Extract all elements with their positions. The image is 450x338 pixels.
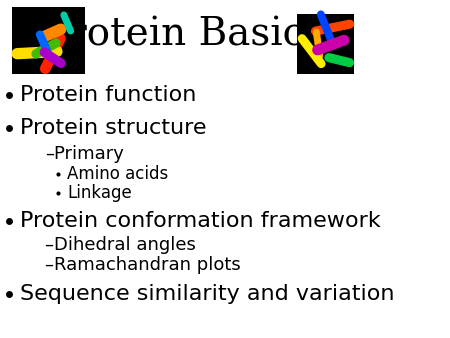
Text: Protein function: Protein function (20, 84, 197, 105)
Text: Protein Basics: Protein Basics (42, 17, 324, 54)
Text: –Dihedral angles: –Dihedral angles (45, 236, 196, 254)
Bar (12, 7, 86, 74)
Text: Linkage: Linkage (67, 184, 132, 202)
Text: Protein conformation framework: Protein conformation framework (20, 211, 381, 232)
Text: –Ramachandran plots: –Ramachandran plots (45, 256, 240, 274)
Text: Sequence similarity and variation: Sequence similarity and variation (20, 284, 395, 304)
Text: Amino acids: Amino acids (67, 165, 168, 183)
Text: Protein structure: Protein structure (20, 118, 207, 139)
Bar (297, 14, 354, 74)
Text: –Primary: –Primary (45, 145, 124, 163)
